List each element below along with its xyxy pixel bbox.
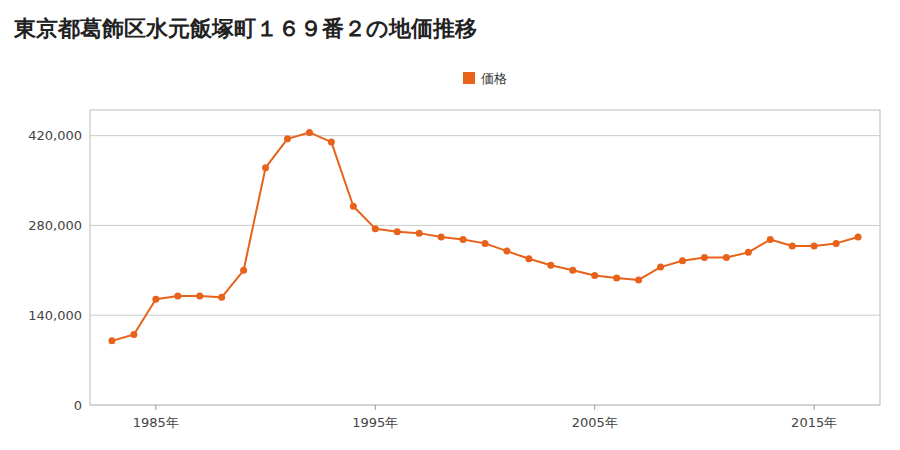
- x-tick: [375, 405, 376, 410]
- x-tick-label: 2005年: [572, 415, 618, 430]
- x-tick-label: 1985年: [133, 415, 179, 430]
- grid-line: [90, 225, 880, 226]
- point: [745, 249, 752, 256]
- point: [855, 233, 862, 240]
- point: [394, 228, 401, 235]
- point: [350, 203, 357, 210]
- point: [130, 331, 137, 338]
- point: [503, 248, 510, 255]
- x-tick: [155, 405, 156, 410]
- x-tick: [814, 405, 815, 410]
- point: [591, 272, 598, 279]
- point: [833, 240, 840, 247]
- point: [218, 294, 225, 301]
- x-tick-label: 2015年: [791, 415, 837, 430]
- title: 東京都葛飾区水元飯塚町１６９番２の地価推移: [13, 16, 477, 41]
- point: [635, 276, 642, 283]
- plot-area: [108, 129, 861, 344]
- legend: 価格: [463, 71, 507, 86]
- grid-line: [90, 135, 880, 136]
- point: [416, 230, 423, 237]
- x-tick-label: 1995年: [352, 415, 398, 430]
- legend-swatch: [463, 72, 475, 84]
- point: [482, 240, 489, 247]
- point: [306, 129, 313, 136]
- point: [613, 275, 620, 282]
- point: [196, 292, 203, 299]
- grid-line: [90, 315, 880, 316]
- point: [460, 236, 467, 243]
- point: [723, 254, 730, 261]
- point: [328, 139, 335, 146]
- point: [372, 225, 379, 232]
- point: [240, 267, 247, 274]
- point: [789, 242, 796, 249]
- point: [438, 233, 445, 240]
- point: [657, 264, 664, 271]
- point: [811, 242, 818, 249]
- x-tick: [594, 405, 595, 410]
- point: [262, 164, 269, 171]
- point: [152, 296, 159, 303]
- y-tick-label: 0: [74, 398, 82, 413]
- point: [108, 337, 115, 344]
- y-tick-label: 140,000: [28, 308, 82, 323]
- legend-label: 価格: [481, 71, 507, 86]
- point: [547, 262, 554, 269]
- point: [569, 267, 576, 274]
- plot-frame: [90, 110, 880, 405]
- point: [525, 255, 532, 262]
- point: [679, 257, 686, 264]
- point: [174, 292, 181, 299]
- grid-line: [90, 405, 880, 406]
- line: [112, 132, 858, 340]
- point: [701, 254, 708, 261]
- point: [767, 236, 774, 243]
- y-tick-label: 280,000: [28, 218, 82, 233]
- chart: 東京都葛飾区水元飯塚町１６９番２の地価推移 0 140,000 280,000 420,…: [0, 0, 900, 450]
- point: [284, 135, 291, 142]
- y-tick-label: 420,000: [28, 128, 82, 143]
